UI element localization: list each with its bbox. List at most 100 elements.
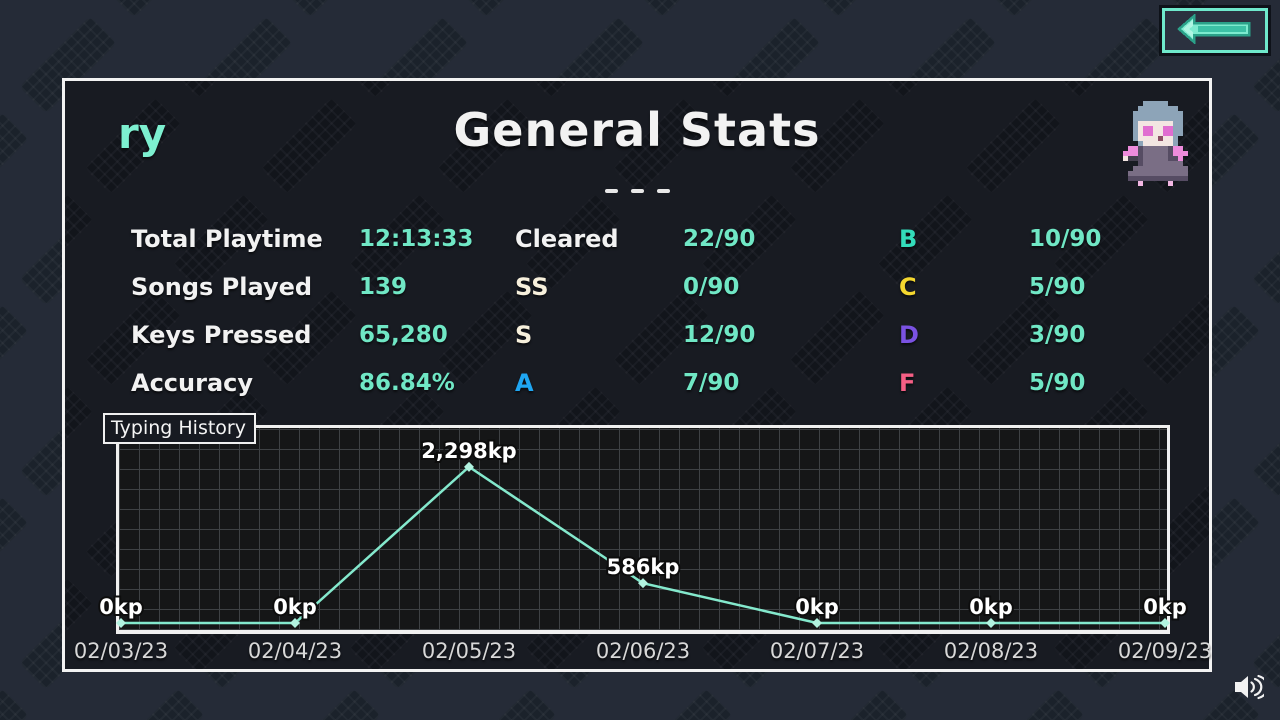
stat-row: Cleared 22/90: [515, 215, 845, 263]
stats-column-clears: Cleared 22/90 SS 0/90 S 12/90 A 7/90: [515, 215, 845, 407]
keyboard-pattern-tile: [107, 0, 205, 18]
character-sprite: [1123, 101, 1193, 190]
stat-value: 3/90: [1029, 322, 1086, 348]
keyboard-pattern-tile: [524, 81, 622, 99]
stat-label: S: [515, 321, 533, 349]
keyboard-pattern-tile: [459, 0, 557, 18]
keyboard-pattern-tile: [172, 81, 270, 99]
stat-value: 65,280: [359, 322, 448, 348]
username-text: ry: [118, 109, 167, 158]
sound-toggle-button[interactable]: [1230, 672, 1269, 706]
keyboard-pattern-tile: [635, 0, 733, 18]
chart-x-axis-labels: 02/03/23 02/04/23 02/05/23 02/06/23 02/07/23…: [65, 639, 1212, 665]
keyboard-pattern-tile: [811, 688, 909, 720]
stat-value: 10/90: [1029, 226, 1102, 252]
keyboard-pattern-tile: [811, 0, 909, 18]
back-arrow-icon: [1177, 12, 1253, 48]
stat-value: 12/90: [683, 322, 756, 348]
stat-label: SS: [515, 273, 549, 301]
keyboard-pattern-tile: [65, 81, 94, 99]
title-underline-dashes: [65, 189, 1209, 193]
speaker-icon: [1234, 674, 1269, 704]
keyboard-pattern-tile: [700, 81, 798, 99]
chart-point-label: 586kp: [607, 555, 680, 579]
keyboard-pattern-tile: [0, 112, 29, 210]
stat-row: SS 0/90: [515, 263, 845, 311]
chart-point: [290, 618, 300, 628]
chart-point-label: 0kp: [969, 595, 1013, 619]
stat-label: B: [899, 225, 918, 253]
chart-point: [464, 461, 474, 472]
stat-label: C: [899, 273, 917, 301]
stat-label: Songs Played: [131, 273, 313, 301]
stat-label: A: [515, 369, 534, 397]
chart-date-label: 02/09/23: [1117, 639, 1213, 663]
page-title: General Stats: [453, 103, 821, 157]
keyboard-pattern-tile: [107, 688, 205, 720]
chart-point-label: 0kp: [795, 595, 839, 619]
chart-point: [1160, 618, 1170, 628]
chart-point: [986, 618, 996, 628]
keyboard-pattern-tile: [1052, 81, 1150, 99]
chart-point: [638, 578, 648, 589]
stats-column-grades: B 10/90 C 5/90 D 3/90 F 5/90: [899, 215, 1199, 407]
keyboard-pattern-tile: [1251, 400, 1280, 498]
keyboard-pattern-tile: [1251, 208, 1280, 306]
keyboard-pattern-tile: [987, 688, 1085, 720]
chart-point: [116, 618, 126, 628]
keyboard-pattern-tile: [0, 0, 29, 18]
stat-label: D: [899, 321, 919, 349]
keyboard-pattern-tile: [0, 496, 29, 594]
general-stats-panel: ry General Stats Total Playtime 12:13:33 S…: [62, 78, 1212, 672]
stat-row: Accuracy 86.84%: [131, 359, 481, 407]
chart-point-label: 0kp: [273, 595, 317, 619]
stat-value: 7/90: [683, 370, 740, 396]
stat-value: 22/90: [683, 226, 756, 252]
stat-row: A 7/90: [515, 359, 845, 407]
stats-column-general: Total Playtime 12:13:33 Songs Played 139 Key…: [131, 215, 481, 407]
keyboard-pattern-tile: [283, 688, 381, 720]
keyboard-pattern-tile: [987, 0, 1085, 18]
stat-label: Accuracy: [131, 369, 254, 397]
stat-row: D 3/90: [899, 311, 1199, 359]
chart-title-box: Typing History: [103, 413, 256, 444]
keyboard-pattern-tile: [348, 81, 446, 99]
stat-row: S 12/90: [515, 311, 845, 359]
chart-date-label: 02/04/23: [247, 639, 343, 663]
stat-value: 5/90: [1029, 274, 1086, 300]
stat-row: B 10/90: [899, 215, 1199, 263]
stat-row: C 5/90: [899, 263, 1199, 311]
stat-value: 139: [359, 274, 408, 300]
stat-label: Keys Pressed: [131, 321, 312, 349]
chart-date-label: 02/06/23: [595, 639, 691, 663]
back-button[interactable]: [1162, 8, 1268, 53]
stat-value: 0/90: [683, 274, 740, 300]
chart-point-label: 2,298kp: [421, 439, 516, 463]
keyboard-pattern-tile: [635, 688, 733, 720]
chart-date-label: 02/03/23: [73, 639, 169, 663]
stat-value: 5/90: [1029, 370, 1086, 396]
keyboard-pattern-tile: [65, 193, 94, 291]
stat-label: F: [899, 369, 916, 397]
chart-point-label: 0kp: [99, 595, 143, 619]
chart-plot: 0kp 0kp 2,298kp 586kp 0kp 0kp 0kp: [97, 425, 1189, 634]
stat-row: Songs Played 139: [131, 263, 481, 311]
chart-date-label: 02/08/23: [943, 639, 1039, 663]
stat-row: F 5/90: [899, 359, 1199, 407]
stat-value: 86.84%: [359, 370, 455, 396]
keyboard-pattern-tile: [65, 385, 94, 483]
keyboard-pattern-tile: [459, 688, 557, 720]
keyboard-pattern-tile: [876, 81, 974, 99]
stat-row: Keys Pressed 65,280: [131, 311, 481, 359]
chart-point-label: 0kp: [1143, 595, 1187, 619]
stat-label: Cleared: [515, 225, 619, 253]
chart-title: Typing History: [111, 417, 246, 439]
stat-row: Total Playtime 12:13:33: [131, 215, 481, 263]
keyboard-pattern-tile: [0, 688, 29, 720]
keyboard-pattern-tile: [283, 0, 381, 18]
chart-date-label: 02/07/23: [769, 639, 865, 663]
chart-point: [812, 618, 822, 628]
stat-value: 12:13:33: [359, 226, 474, 252]
chart-date-label: 02/05/23: [421, 639, 517, 663]
stat-label: Total Playtime: [131, 225, 323, 253]
